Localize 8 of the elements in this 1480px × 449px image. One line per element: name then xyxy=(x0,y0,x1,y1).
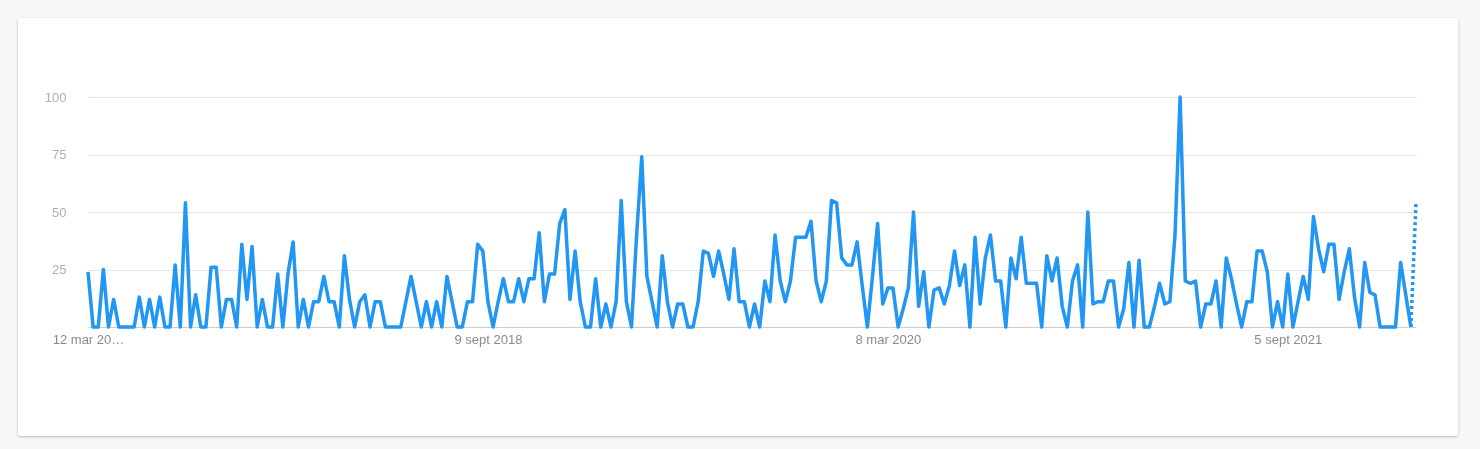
x-tick-label: 12 mar 20… xyxy=(52,331,125,347)
x-tick-label: 9 sept 2018 xyxy=(454,331,523,347)
x-tick-label: 5 sept 2021 xyxy=(1254,331,1323,347)
y-tick-label: 25 xyxy=(52,262,67,277)
y-tick-label: 100 xyxy=(44,89,67,105)
x-tick-label: 8 mar 2020 xyxy=(855,331,922,347)
y-tick-label: 75 xyxy=(52,147,67,162)
y-tick-label: 50 xyxy=(52,204,67,220)
